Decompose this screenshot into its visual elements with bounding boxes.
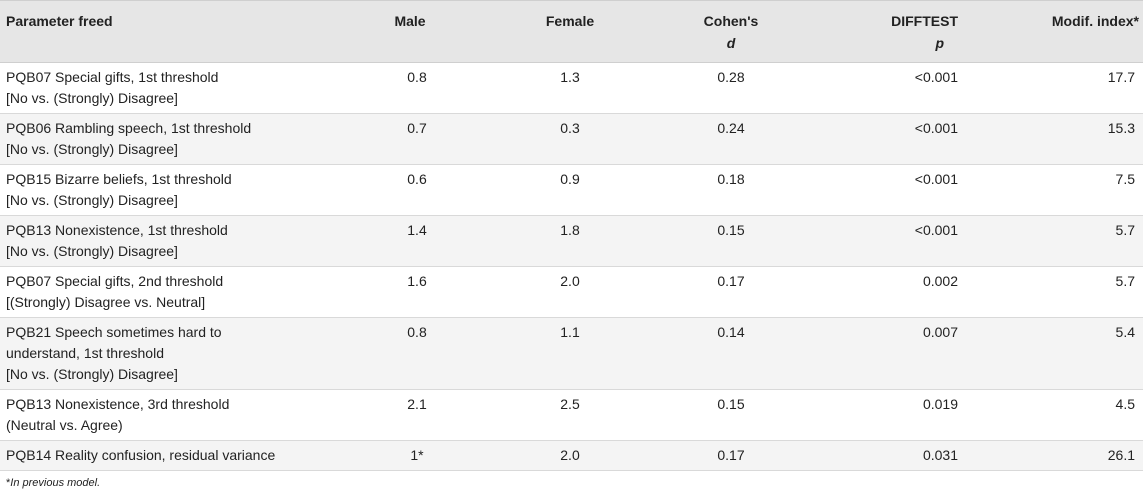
cell-difftest-p: 0.002	[812, 266, 1002, 318]
cell-cohens-d: 0.15	[650, 215, 812, 267]
cell-female: 2.0	[490, 266, 650, 318]
cell-cohens-d: 0.17	[650, 266, 812, 318]
table-footnote: *In previous model.	[6, 477, 100, 489]
parameter-line-1: PQB06 Rambling speech, 1st threshold	[6, 120, 252, 136]
parameter-line-1: PQB21 Speech sometimes hard to	[6, 324, 222, 340]
table-row: PQB14 Reality confusion, residual varian…	[0, 440, 1143, 471]
cell-parameter: PQB13 Nonexistence, 1st threshold [No vs.…	[0, 215, 330, 267]
header-cohens-line2: d	[726, 35, 736, 51]
parameter-line-1: PQB07 Special gifts, 2nd threshold	[6, 273, 224, 289]
parameter-line-3: [No vs. (Strongly) Disagree]	[6, 366, 178, 382]
cell-difftest-p: <0.001	[812, 164, 1002, 216]
cell-female: 1.1	[490, 317, 650, 390]
cell-modif-index: 26.1	[1002, 440, 1143, 471]
parameter-line-2: [No vs. (Strongly) Disagree]	[6, 192, 178, 208]
cell-parameter: PQB07 Special gifts, 2nd threshold [(Stro…	[0, 266, 330, 318]
table-row: PQB07 Special gifts, 1st threshold [No vs…	[0, 62, 1143, 114]
cell-female: 0.3	[490, 113, 650, 165]
cell-modif-index: 5.4	[1002, 317, 1143, 390]
header-difftest: DIFFTEST p	[812, 0, 1002, 63]
cell-female: 0.9	[490, 164, 650, 216]
cell-modif-index: 17.7	[1002, 62, 1143, 114]
parameter-line-1: PQB13 Nonexistence, 1st threshold	[6, 222, 228, 238]
parameter-line-1: PQB13 Nonexistence, 3rd threshold	[6, 396, 230, 412]
cell-modif-index: 4.5	[1002, 389, 1143, 441]
parameter-line-1: PQB15 Bizarre beliefs, 1st threshold	[6, 171, 232, 187]
cell-female: 2.5	[490, 389, 650, 441]
cell-male: 0.7	[330, 113, 490, 165]
cell-parameter: PQB21 Speech sometimes hard to understand…	[0, 317, 330, 390]
cell-cohens-d: 0.24	[650, 113, 812, 165]
cell-male: 1*	[330, 440, 490, 471]
parameter-line-1: PQB14 Reality confusion, residual varian…	[6, 447, 276, 463]
header-male: Male	[330, 0, 490, 63]
table-row: PQB15 Bizarre beliefs, 1st threshold [No …	[0, 164, 1143, 216]
cell-male: 0.8	[330, 62, 490, 114]
cell-parameter: PQB15 Bizarre beliefs, 1st threshold [No …	[0, 164, 330, 216]
cell-parameter: PQB14 Reality confusion, residual varian…	[0, 440, 330, 471]
cell-male: 1.4	[330, 215, 490, 267]
cell-cohens-d: 0.17	[650, 440, 812, 471]
header-cohens-line1: Cohen's	[703, 13, 759, 29]
cell-difftest-p: 0.031	[812, 440, 1002, 471]
cell-male: 0.8	[330, 317, 490, 390]
table-row: PQB06 Rambling speech, 1st threshold [No …	[0, 113, 1143, 165]
cell-cohens-d: 0.18	[650, 164, 812, 216]
cell-cohens-d: 0.15	[650, 389, 812, 441]
cell-difftest-p: <0.001	[812, 113, 1002, 165]
header-modif-index: Modif. index*	[1002, 0, 1143, 63]
footnote-text: In previous model.	[10, 477, 101, 489]
cell-modif-index: 7.5	[1002, 164, 1143, 216]
parameter-line-2: [No vs. (Strongly) Disagree]	[6, 141, 178, 157]
parameter-line-2: understand, 1st threshold	[6, 345, 164, 361]
table-row: PQB21 Speech sometimes hard to understand…	[0, 317, 1143, 390]
header-row: Parameter freed Male Female Cohen's d DI…	[0, 0, 1143, 63]
cell-difftest-p: 0.007	[812, 317, 1002, 390]
cell-cohens-d: 0.28	[650, 62, 812, 114]
cell-female: 1.8	[490, 215, 650, 267]
cell-female: 1.3	[490, 62, 650, 114]
parameter-table: Parameter freed Male Female Cohen's d DI…	[0, 0, 1143, 471]
header-cohens-d: Cohen's d	[650, 0, 812, 63]
footnote-star: *	[6, 477, 11, 489]
cell-parameter: PQB13 Nonexistence, 3rd threshold (Neutra…	[0, 389, 330, 441]
header-female: Female	[490, 0, 650, 63]
cell-male: 0.6	[330, 164, 490, 216]
cell-male: 1.6	[330, 266, 490, 318]
cell-difftest-p: 0.019	[812, 389, 1002, 441]
table-row: PQB13 Nonexistence, 1st threshold [No vs.…	[0, 215, 1143, 267]
parameter-line-1: PQB07 Special gifts, 1st threshold	[6, 69, 219, 85]
cell-modif-index: 5.7	[1002, 266, 1143, 318]
cell-parameter: PQB06 Rambling speech, 1st threshold [No …	[0, 113, 330, 165]
cell-modif-index: 5.7	[1002, 215, 1143, 267]
cell-male: 2.1	[330, 389, 490, 441]
parameter-line-2: [No vs. (Strongly) Disagree]	[6, 90, 178, 106]
header-difftest-line2: p	[935, 35, 944, 51]
parameter-line-2: [(Strongly) Disagree vs. Neutral]	[6, 294, 206, 310]
cell-cohens-d: 0.14	[650, 317, 812, 390]
table-body: PQB07 Special gifts, 1st threshold [No vs…	[0, 62, 1143, 471]
parameter-line-2: (Neutral vs. Agree)	[6, 417, 123, 433]
cell-female: 2.0	[490, 440, 650, 471]
cell-difftest-p: <0.001	[812, 62, 1002, 114]
table-row: PQB07 Special gifts, 2nd threshold [(Stro…	[0, 266, 1143, 318]
table-row: PQB13 Nonexistence, 3rd threshold (Neutra…	[0, 389, 1143, 441]
cell-difftest-p: <0.001	[812, 215, 1002, 267]
header-parameter-freed: Parameter freed	[0, 0, 330, 63]
cell-modif-index: 15.3	[1002, 113, 1143, 165]
header-difftest-line1: DIFFTEST	[891, 13, 958, 29]
cell-parameter: PQB07 Special gifts, 1st threshold [No vs…	[0, 62, 330, 114]
table-header: Parameter freed Male Female Cohen's d DI…	[0, 0, 1143, 63]
parameter-line-2: [No vs. (Strongly) Disagree]	[6, 243, 178, 259]
